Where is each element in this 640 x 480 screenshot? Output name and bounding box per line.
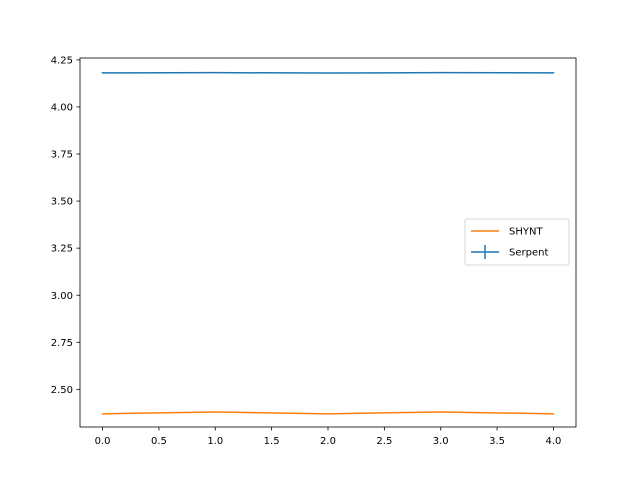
axes-layer: 0.0 0.5 1.0 1.5 2.0 2.5 3.0 3.5 4.0 2.50 2.75 3.00 3… [51,55,577,447]
x-tick-label: 1.5 [264,436,280,447]
y-tick-label: 2.75 [51,338,73,349]
x-tick-label: 2.5 [376,436,392,447]
legend: SHYNT Serpent [464,218,570,266]
x-tick-label: 0.5 [151,436,167,447]
x-tick-label: 2.0 [320,436,336,447]
x-tick-label: 4.0 [546,436,562,447]
series-layer [101,71,555,415]
legend-label: Serpent [509,248,548,259]
legend-item-serpent: Serpent [471,245,548,259]
legend-label: SHYNT [509,227,543,238]
y-tick-label: 3.75 [51,150,73,161]
x-tick-label: 3.5 [489,436,505,447]
y-tick-label: 4.25 [51,55,73,66]
y-tick-label: 3.25 [51,244,73,255]
x-tick-label: 1.0 [207,436,223,447]
y-tick-label: 3.00 [51,291,73,302]
y-tick-label: 3.50 [51,197,73,208]
legend-item-shynt: SHYNT [471,227,543,238]
series-serpent [101,71,555,74]
y-tick-label: 4.00 [51,103,73,114]
x-tick-label: 3.0 [433,436,449,447]
x-tick-label: 0.0 [95,436,111,447]
y-tick-label: 2.50 [51,385,73,396]
series-shynt [101,411,555,415]
